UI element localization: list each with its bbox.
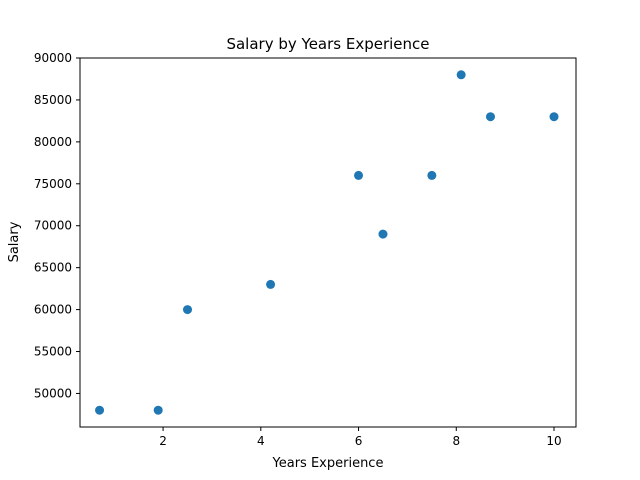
y-axis: 50000 55000 60000 65000 70000 75000 80000 85000… [34,51,80,400]
data-point [485,112,495,122]
data-point [153,405,163,415]
x-tick-label: 10 [546,434,561,448]
plot-area-frame [79,57,577,428]
y-tick-label: 65000 [34,261,72,275]
data-point [266,279,276,289]
data-point [427,170,437,180]
chart-title: Salary by Years Experience [226,35,429,53]
data-point [549,112,559,122]
data-point [354,170,364,180]
x-tick-label: 2 [159,434,167,448]
y-tick-label: 75000 [34,177,72,191]
y-tick-label: 55000 [34,345,72,359]
y-tick-label: 80000 [34,135,72,149]
data-point [378,229,388,239]
x-axis-label: Years Experience [272,456,384,471]
x-tick-label: 4 [257,434,265,448]
data-point [456,70,466,80]
y-tick-label: 60000 [34,303,72,317]
data-point [95,405,105,415]
x-tick-label: 8 [452,434,460,448]
y-tick-label: 90000 [34,51,72,65]
y-tick-label: 70000 [34,219,72,233]
y-axis-label: Salary [7,221,22,262]
y-tick-label: 85000 [34,93,72,107]
data-points [95,70,559,415]
y-tick-label: 50000 [34,386,72,400]
x-tick-label: 6 [355,434,363,448]
data-point [183,305,193,315]
x-axis: 2 4 6 8 10 [159,427,562,448]
